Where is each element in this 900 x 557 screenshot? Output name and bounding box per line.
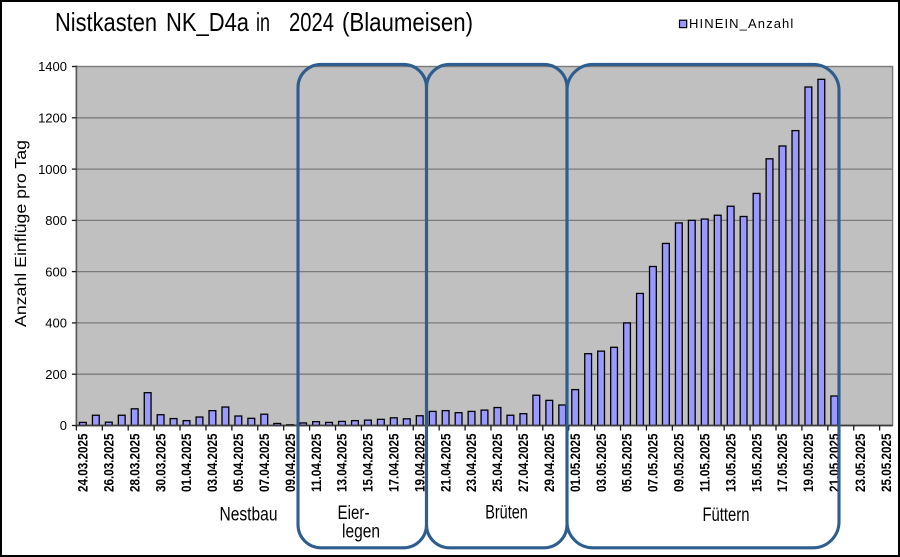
svg-text:03.04.2025: 03.04.2025 — [204, 433, 220, 492]
svg-text:28.03.2025: 28.03.2025 — [126, 433, 142, 492]
svg-text:19.04.2025: 19.04.2025 — [411, 433, 427, 492]
svg-text:800: 800 — [45, 213, 67, 228]
svg-text:Eier-: Eier- — [338, 503, 370, 524]
svg-text:27.04.2025: 27.04.2025 — [515, 433, 531, 492]
svg-text:07.04.2025: 07.04.2025 — [256, 433, 272, 492]
svg-text:01.04.2025: 01.04.2025 — [178, 433, 194, 492]
svg-text:19.05.2025: 19.05.2025 — [800, 433, 816, 492]
svg-text:(Blaumeisen): (Blaumeisen) — [342, 7, 473, 37]
svg-text:09.05.2025: 09.05.2025 — [671, 433, 687, 492]
svg-text:29.04.2025: 29.04.2025 — [541, 433, 557, 492]
svg-text:HINEIN_Anzahl: HINEIN_Anzahl — [689, 16, 794, 31]
svg-text:24.03.2025: 24.03.2025 — [75, 433, 91, 492]
svg-text:23.05.2025: 23.05.2025 — [852, 433, 868, 492]
svg-text:05.05.2025: 05.05.2025 — [619, 433, 635, 492]
svg-text:2024: 2024 — [289, 7, 334, 37]
svg-text:1400: 1400 — [38, 59, 67, 74]
svg-text:Nistkasten: Nistkasten — [55, 7, 157, 37]
svg-text:200: 200 — [45, 367, 67, 382]
svg-text:25.05.2025: 25.05.2025 — [878, 433, 894, 492]
svg-text:11.04.2025: 11.04.2025 — [308, 433, 324, 492]
svg-text:13.04.2025: 13.04.2025 — [334, 433, 350, 492]
svg-text:Anzahl Einflüge pro Tag: Anzahl Einflüge pro Tag — [13, 140, 30, 327]
svg-text:400: 400 — [45, 316, 67, 331]
svg-text:09.04.2025: 09.04.2025 — [282, 433, 298, 492]
svg-text:03.05.2025: 03.05.2025 — [593, 433, 609, 492]
svg-text:07.05.2025: 07.05.2025 — [645, 433, 661, 492]
svg-text:17.05.2025: 17.05.2025 — [774, 433, 790, 492]
svg-text:Brüten: Brüten — [485, 503, 528, 524]
svg-text:13.05.2025: 13.05.2025 — [722, 433, 738, 492]
svg-text:600: 600 — [45, 264, 67, 279]
svg-text:Nestbau: Nestbau — [220, 505, 278, 526]
svg-text:30.03.2025: 30.03.2025 — [152, 433, 168, 492]
svg-text:1200: 1200 — [38, 111, 67, 126]
svg-text:05.04.2025: 05.04.2025 — [230, 433, 246, 492]
svg-text:23.04.2025: 23.04.2025 — [463, 433, 479, 492]
svg-text:0: 0 — [60, 418, 67, 433]
svg-text:21.04.2025: 21.04.2025 — [437, 433, 453, 492]
svg-text:17.04.2025: 17.04.2025 — [386, 433, 402, 492]
svg-text:15.04.2025: 15.04.2025 — [360, 433, 376, 492]
svg-text:26.03.2025: 26.03.2025 — [100, 433, 116, 492]
svg-text:NK_D4a: NK_D4a — [166, 7, 249, 37]
svg-text:1000: 1000 — [38, 162, 67, 177]
svg-text:legen: legen — [342, 522, 380, 543]
svg-text:25.04.2025: 25.04.2025 — [489, 433, 505, 492]
svg-text:11.05.2025: 11.05.2025 — [696, 433, 712, 492]
svg-text:01.05.2025: 01.05.2025 — [567, 433, 583, 492]
svg-text:in: in — [256, 7, 270, 37]
svg-text:15.05.2025: 15.05.2025 — [748, 433, 764, 492]
svg-text:Füttern: Füttern — [703, 505, 750, 526]
